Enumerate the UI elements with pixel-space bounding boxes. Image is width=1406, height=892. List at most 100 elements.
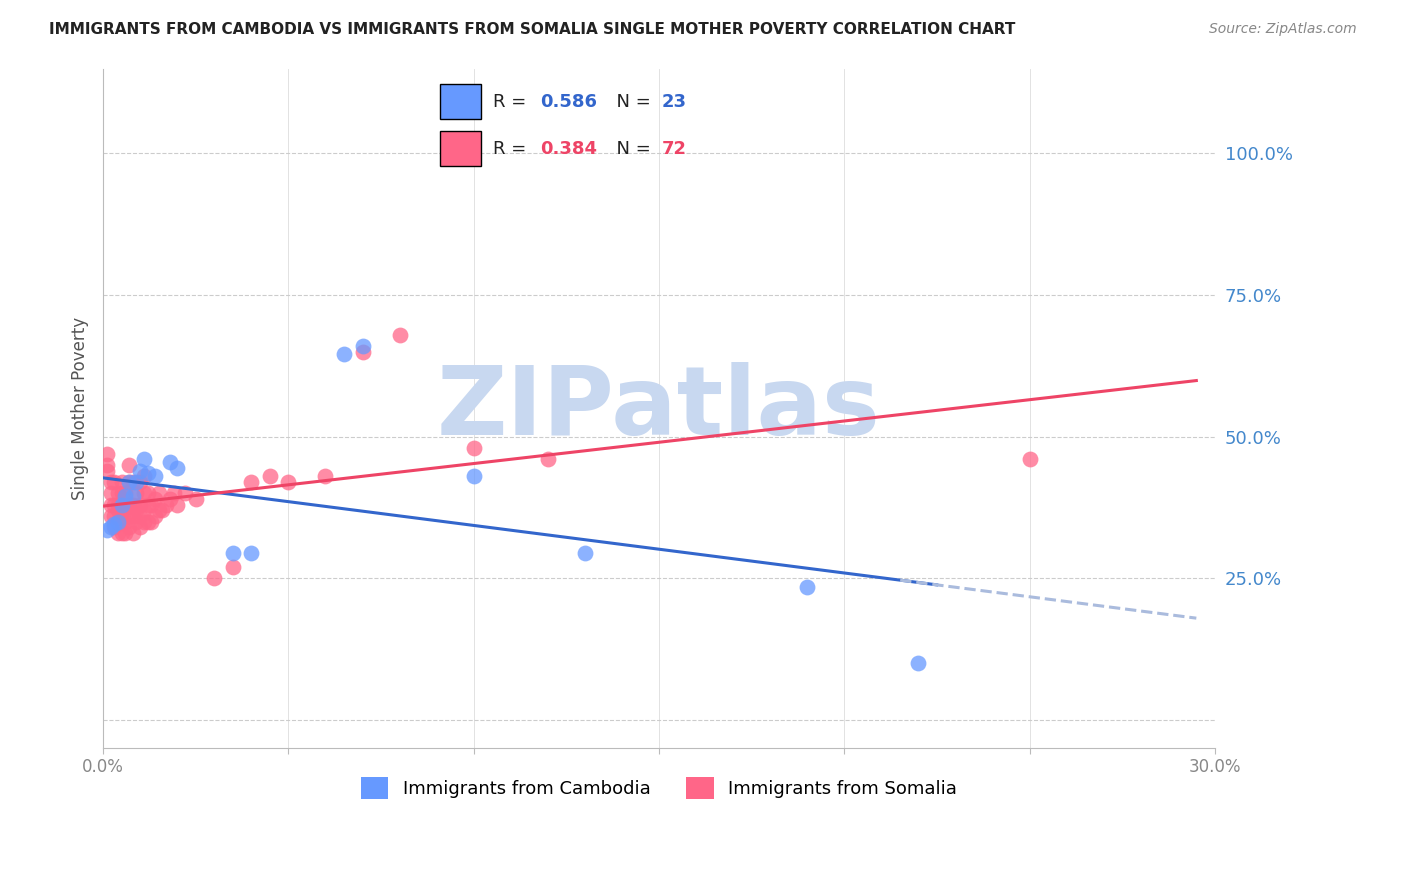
Point xyxy=(184,491,207,506)
Point xyxy=(118,520,141,534)
Point xyxy=(141,498,163,512)
Y-axis label: Single Mother Poverty: Single Mother Poverty xyxy=(72,317,89,500)
Point xyxy=(132,452,155,467)
Point xyxy=(136,498,159,512)
Point xyxy=(125,486,148,500)
Point xyxy=(143,508,166,523)
Point xyxy=(333,347,356,361)
Point xyxy=(100,508,122,523)
Point xyxy=(114,515,136,529)
Point xyxy=(796,580,818,594)
Point xyxy=(114,525,136,540)
Point xyxy=(114,489,136,503)
Point xyxy=(277,475,299,489)
Point xyxy=(125,515,148,529)
Point xyxy=(125,475,148,489)
Point xyxy=(118,508,141,523)
Point xyxy=(100,498,122,512)
Text: ZIPatlas: ZIPatlas xyxy=(437,362,882,455)
Point xyxy=(118,498,141,512)
Point xyxy=(121,508,143,523)
Text: Source: ZipAtlas.com: Source: ZipAtlas.com xyxy=(1209,22,1357,37)
Point xyxy=(121,475,143,489)
Point xyxy=(129,498,152,512)
Point xyxy=(240,546,263,560)
Point xyxy=(111,475,134,489)
Point xyxy=(166,498,188,512)
Point xyxy=(96,446,118,460)
Point xyxy=(129,520,152,534)
Point xyxy=(121,498,143,512)
Point xyxy=(148,486,170,500)
Point xyxy=(314,469,336,483)
Point xyxy=(107,503,129,517)
Point xyxy=(240,475,263,489)
Point xyxy=(96,458,118,472)
Point xyxy=(1018,452,1040,467)
Point xyxy=(114,503,136,517)
Point xyxy=(96,523,118,537)
Point xyxy=(111,498,134,512)
Point xyxy=(907,656,929,670)
Point xyxy=(173,486,195,500)
Point xyxy=(103,508,125,523)
Point xyxy=(111,525,134,540)
Point xyxy=(162,486,184,500)
Point xyxy=(159,491,181,506)
Point xyxy=(259,469,281,483)
Point xyxy=(166,460,188,475)
Point xyxy=(100,475,122,489)
Point xyxy=(463,441,485,455)
Point xyxy=(125,503,148,517)
Point xyxy=(463,469,485,483)
Point xyxy=(107,486,129,500)
Point xyxy=(143,469,166,483)
Point xyxy=(143,491,166,506)
Point xyxy=(132,469,155,483)
Point xyxy=(129,475,152,489)
Point xyxy=(159,455,181,469)
Point xyxy=(107,515,129,529)
Point xyxy=(132,486,155,500)
Point xyxy=(118,475,141,489)
Point xyxy=(152,503,174,517)
Point xyxy=(388,327,411,342)
Point xyxy=(118,458,141,472)
Point xyxy=(111,486,134,500)
Point xyxy=(129,464,152,478)
Point xyxy=(132,515,155,529)
Point xyxy=(107,498,129,512)
Point xyxy=(136,467,159,481)
Legend: Immigrants from Cambodia, Immigrants from Somalia: Immigrants from Cambodia, Immigrants fro… xyxy=(347,763,972,814)
Point xyxy=(136,515,159,529)
Point xyxy=(100,520,122,534)
Point xyxy=(111,503,134,517)
Point xyxy=(222,559,245,574)
Point xyxy=(352,339,374,353)
Point xyxy=(100,486,122,500)
Point xyxy=(202,571,225,585)
Point xyxy=(352,344,374,359)
Point xyxy=(136,486,159,500)
Point xyxy=(222,546,245,560)
Point xyxy=(155,498,177,512)
Point xyxy=(111,515,134,529)
Point xyxy=(103,520,125,534)
Point xyxy=(129,508,152,523)
Point xyxy=(537,452,560,467)
Point xyxy=(114,486,136,500)
Point xyxy=(103,475,125,489)
Text: IMMIGRANTS FROM CAMBODIA VS IMMIGRANTS FROM SOMALIA SINGLE MOTHER POVERTY CORREL: IMMIGRANTS FROM CAMBODIA VS IMMIGRANTS F… xyxy=(49,22,1015,37)
Point xyxy=(107,515,129,529)
Point xyxy=(107,525,129,540)
Point xyxy=(96,464,118,478)
Point xyxy=(574,546,596,560)
Point xyxy=(141,515,163,529)
Point xyxy=(132,503,155,517)
Point xyxy=(121,489,143,503)
Point xyxy=(103,498,125,512)
Point xyxy=(103,517,125,532)
Point xyxy=(121,525,143,540)
Point xyxy=(148,503,170,517)
Point xyxy=(118,475,141,489)
